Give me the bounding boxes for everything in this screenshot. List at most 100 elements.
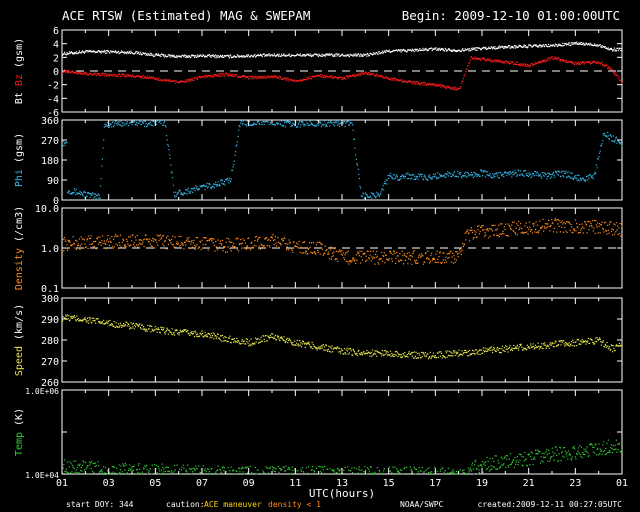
data-point	[460, 254, 462, 256]
data-point	[409, 466, 411, 468]
data-point	[519, 227, 521, 229]
data-point	[104, 323, 106, 325]
data-point	[407, 356, 409, 358]
data-point	[579, 62, 581, 65]
data-point	[499, 233, 501, 235]
data-point	[124, 74, 126, 77]
data-point	[520, 173, 522, 175]
data-point	[82, 195, 84, 197]
data-point	[378, 259, 380, 261]
data-point	[530, 345, 532, 347]
data-point	[278, 471, 280, 473]
data-point	[607, 67, 609, 69]
data-point	[337, 467, 339, 469]
data-point	[225, 251, 227, 253]
data-point	[457, 49, 459, 51]
data-point	[159, 55, 161, 57]
data-point	[391, 77, 393, 79]
data-point	[177, 242, 179, 244]
data-point	[129, 464, 131, 466]
data-point	[210, 74, 212, 76]
data-point	[300, 120, 303, 123]
data-point	[538, 61, 540, 63]
data-point	[266, 76, 268, 78]
data-point	[256, 473, 258, 475]
data-point	[472, 231, 474, 233]
data-point	[147, 473, 149, 475]
data-point	[248, 237, 250, 239]
data-point	[235, 247, 237, 249]
data-point	[63, 69, 66, 71]
data-point	[439, 48, 441, 50]
data-point	[421, 356, 423, 358]
data-point	[300, 469, 302, 471]
data-point	[152, 237, 154, 240]
data-point	[323, 76, 325, 78]
data-point	[236, 341, 238, 343]
data-point	[431, 83, 433, 85]
data-point	[142, 328, 144, 330]
data-point	[571, 42, 573, 44]
data-point	[185, 470, 187, 472]
data-point	[295, 470, 297, 472]
data-point	[335, 250, 337, 252]
data-point	[492, 173, 494, 175]
data-point	[246, 467, 248, 469]
data-point	[134, 236, 136, 238]
data-point	[401, 250, 403, 252]
data-point	[530, 45, 532, 47]
data-point	[337, 76, 339, 78]
data-point	[263, 123, 265, 126]
data-point	[491, 224, 493, 227]
data-point	[177, 333, 179, 335]
data-point	[110, 241, 112, 243]
data-point	[434, 175, 436, 177]
data-point	[383, 252, 385, 254]
data-point	[435, 357, 437, 359]
data-point	[194, 248, 196, 251]
data-point	[359, 353, 361, 355]
data-point	[555, 341, 557, 343]
data-point	[214, 57, 216, 59]
data-point	[597, 45, 599, 47]
data-point	[547, 46, 549, 48]
data-point	[534, 347, 536, 349]
data-point	[464, 172, 466, 174]
data-point	[611, 228, 613, 230]
data-point	[343, 257, 345, 259]
data-point	[273, 470, 275, 472]
data-point	[241, 466, 243, 468]
data-point	[462, 80, 464, 82]
data-point	[387, 77, 389, 79]
data-point	[379, 74, 381, 76]
data-point	[348, 469, 350, 471]
data-point	[554, 219, 556, 221]
data-point	[136, 324, 138, 326]
data-point	[444, 50, 446, 52]
data-point	[522, 349, 524, 351]
data-point	[188, 334, 191, 336]
data-point	[609, 48, 611, 50]
data-point	[76, 192, 78, 194]
data-point	[215, 73, 217, 75]
data-point	[63, 142, 66, 144]
data-point	[304, 252, 306, 254]
data-point	[607, 135, 609, 137]
data-point	[250, 75, 252, 78]
data-point	[482, 229, 484, 231]
data-point	[205, 56, 207, 58]
data-point	[73, 52, 75, 54]
data-point	[418, 467, 420, 469]
data-point	[440, 468, 442, 471]
data-point	[190, 473, 192, 475]
data-point	[112, 121, 114, 123]
y-tick-label-temp: 1.0E+04	[25, 471, 59, 480]
data-point	[542, 218, 544, 220]
data-point	[429, 176, 431, 178]
data-point	[340, 54, 342, 56]
data-point	[284, 122, 286, 124]
data-point	[332, 55, 334, 57]
data-point	[333, 471, 336, 473]
data-point	[165, 247, 167, 250]
data-point	[294, 125, 296, 127]
